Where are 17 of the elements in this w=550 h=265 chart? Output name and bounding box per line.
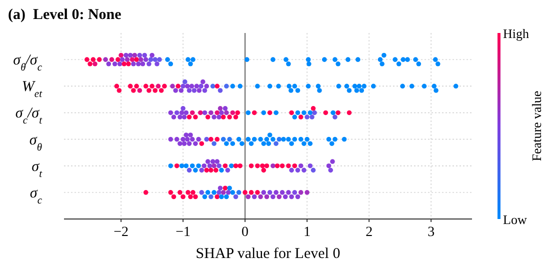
- y-tick-label: W$_{et}$: [22, 79, 44, 100]
- y-tick-label: σ$_{t}$: [32, 158, 44, 180]
- x-tick-label: 1: [304, 225, 311, 240]
- text: High: [503, 26, 529, 41]
- chart-title: (a) Level 0: None: [8, 7, 122, 23]
- y-tick-label: σ$_{θ}$/σ$_{c}$: [13, 52, 42, 74]
- text: Low: [503, 212, 527, 227]
- x-tick-label: −2: [114, 225, 128, 240]
- x-tick-label: 0: [242, 225, 249, 240]
- x-tick-label: −1: [176, 225, 191, 240]
- x-tick-label: 3: [428, 225, 435, 240]
- y-tick-label: σ$_{θ}$: [29, 132, 42, 153]
- x-tick-label: 2: [366, 225, 373, 240]
- y-tick-label: σ$_{c}$/σ$_{t}$: [15, 106, 44, 126]
- x-axis-title: SHAP value for Level 0: [196, 246, 340, 262]
- y-tick-label: σ$_{c}$: [30, 185, 42, 206]
- color-bar-title: Feature value: [529, 90, 544, 162]
